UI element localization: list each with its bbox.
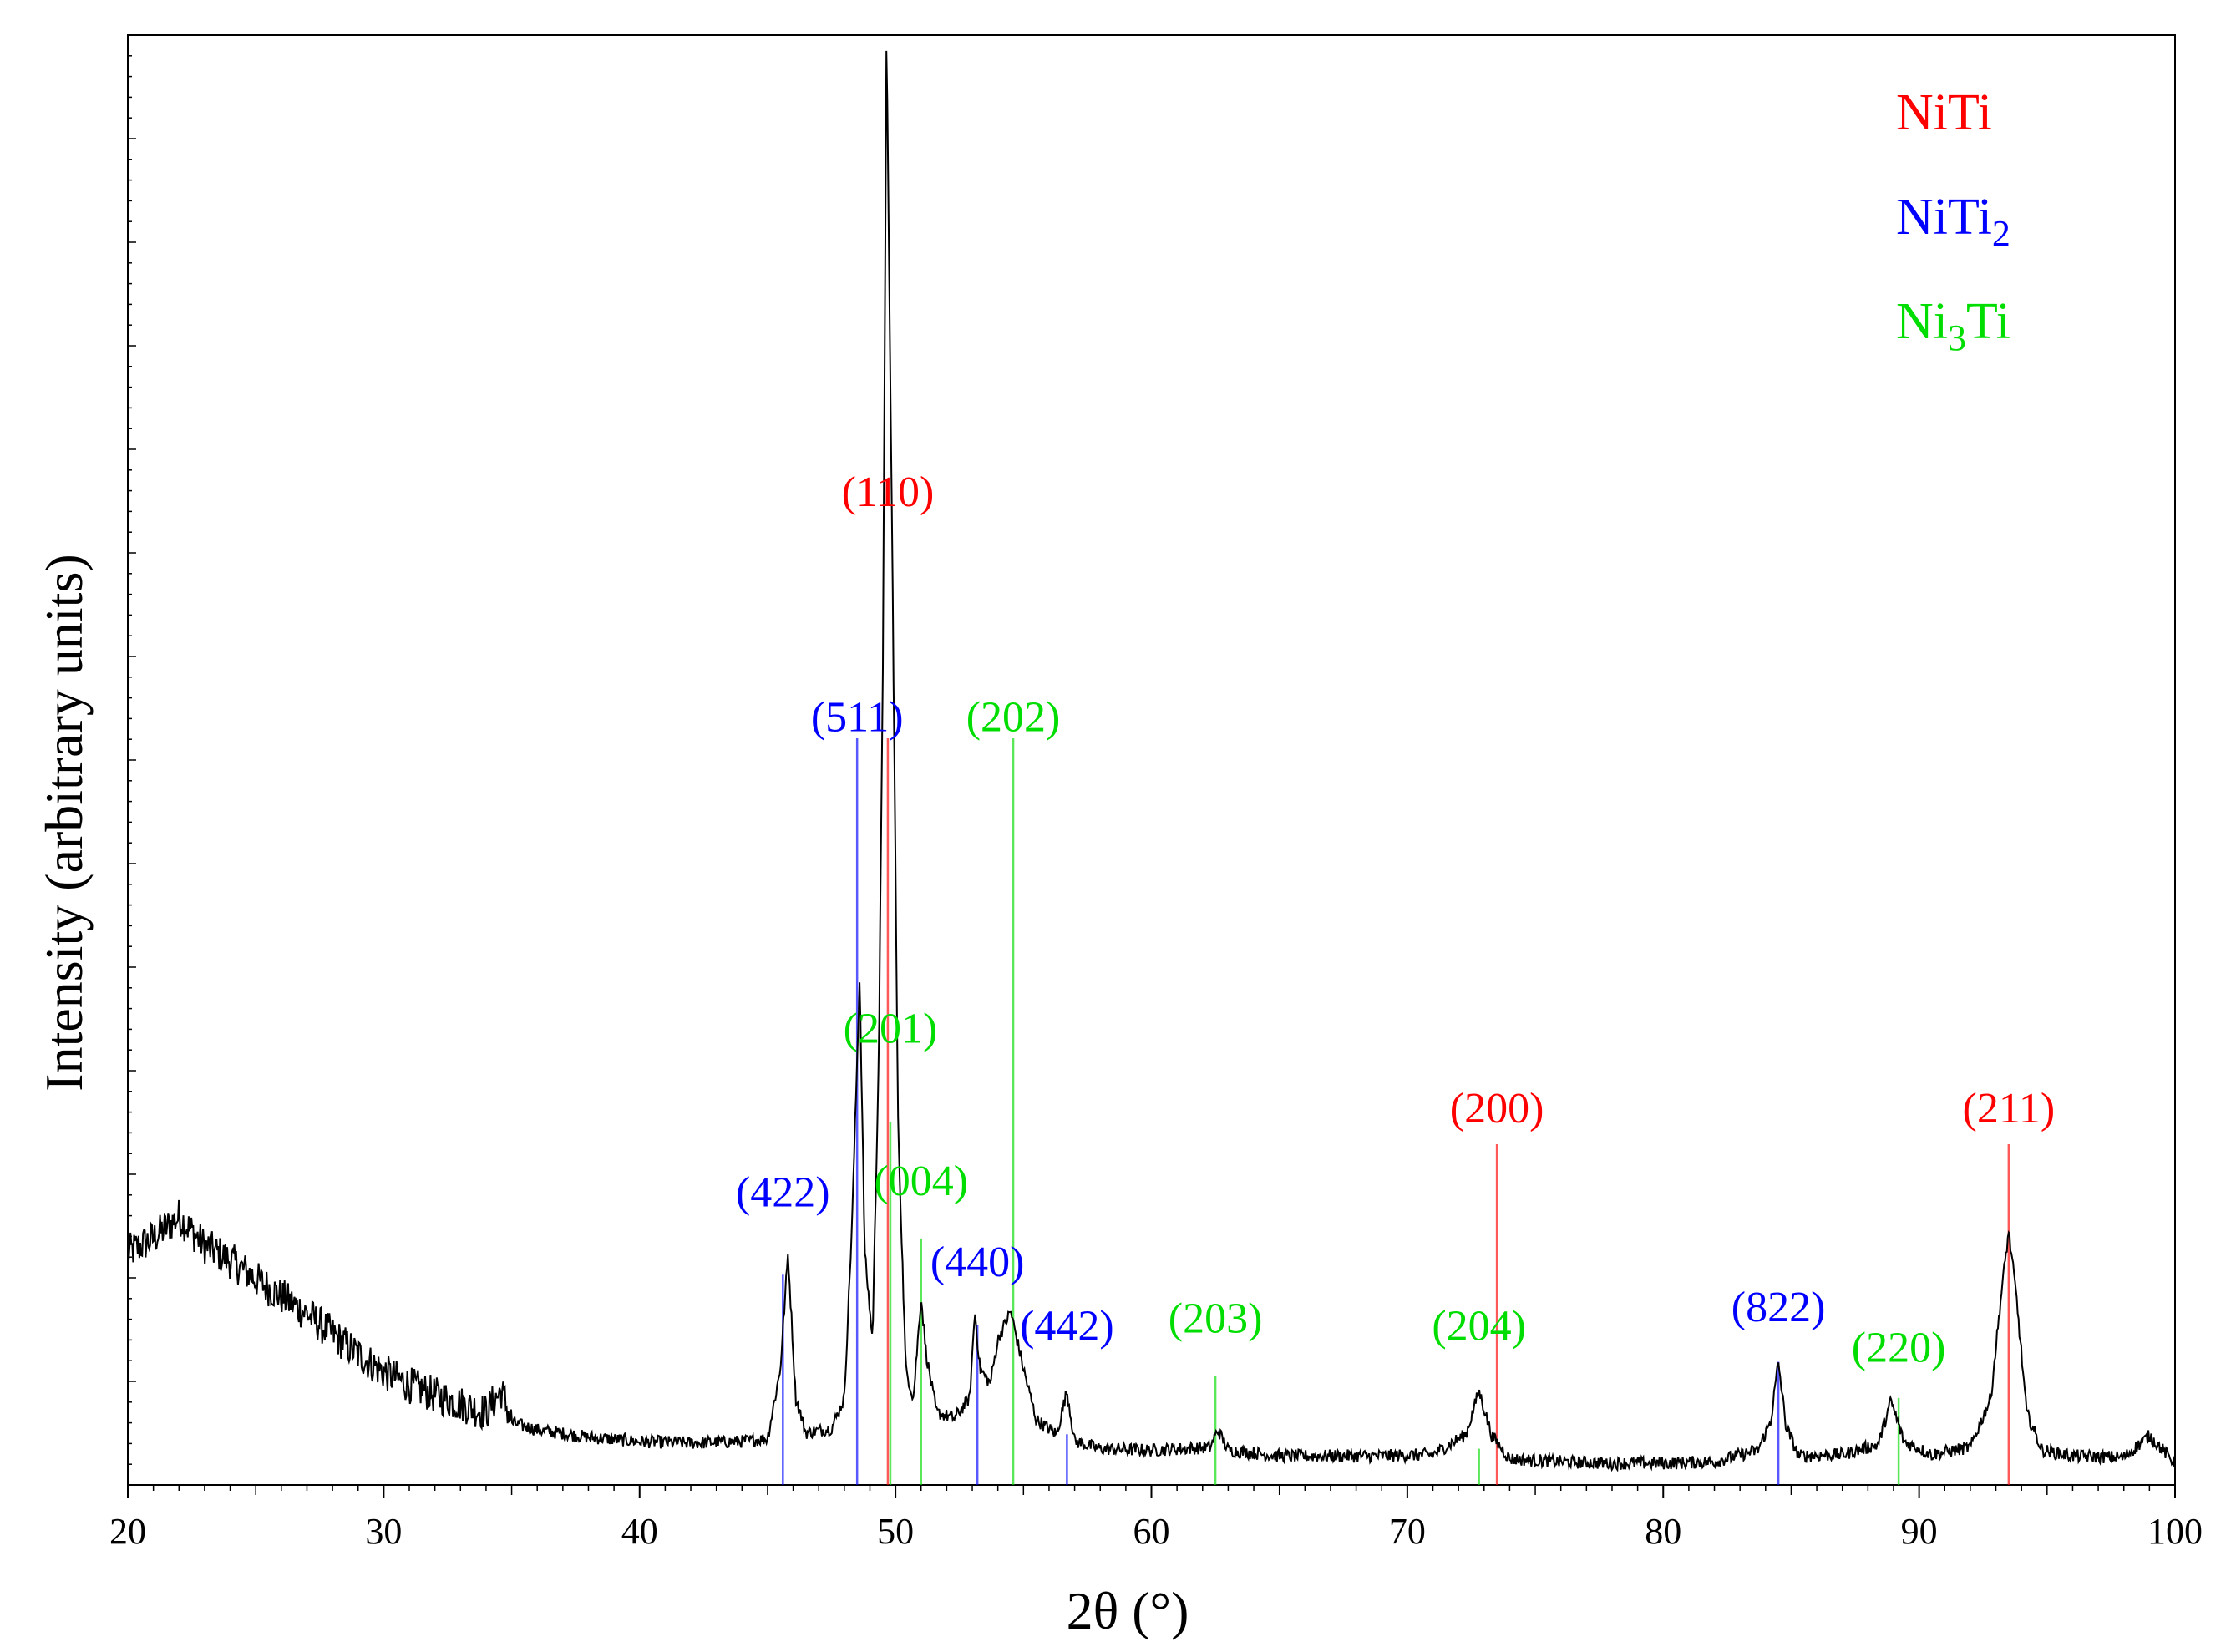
x-tick-label: 80 bbox=[1645, 1511, 1681, 1552]
x-tick-label: 30 bbox=[365, 1511, 402, 1552]
legend-entry: Ni3Ti bbox=[1896, 293, 2010, 358]
peak-label: (110) bbox=[842, 469, 935, 516]
x-tick-label: 40 bbox=[621, 1511, 658, 1552]
peak-labels: (422) (511) (110) (201) (004) (440) (202) (442)… bbox=[736, 469, 2055, 1371]
legend: NiTi NiTi2 Ni3Ti bbox=[1896, 84, 2010, 358]
x-axis-title: 2θ (°) bbox=[1067, 1581, 1189, 1640]
x-axis-ticks: 20 30 40 50 60 70 80 90 100 bbox=[109, 1485, 2203, 1552]
diffraction-pattern bbox=[127, 50, 2176, 1472]
peak-label: (822) bbox=[1732, 1284, 1826, 1331]
peak-label: (442) bbox=[1020, 1302, 1114, 1350]
peak-label: (211) bbox=[1963, 1085, 2056, 1133]
peak-label: (440) bbox=[930, 1239, 1025, 1286]
peak-label: (200) bbox=[1450, 1085, 1544, 1133]
peak-label: (511) bbox=[811, 693, 904, 741]
peak-label: (202) bbox=[966, 693, 1061, 741]
plot-area-border bbox=[127, 34, 2176, 1486]
x-tick-label: 90 bbox=[1901, 1511, 1938, 1552]
y-axis-title: Intensity (arbitrary units) bbox=[34, 554, 94, 1091]
peak-label: (201) bbox=[844, 1006, 938, 1053]
legend-entry: NiTi bbox=[1896, 84, 1992, 141]
peak-label: (203) bbox=[1169, 1295, 1263, 1343]
x-tick-label: 70 bbox=[1389, 1511, 1426, 1552]
plot-frame bbox=[127, 34, 2176, 1486]
reference-lines bbox=[782, 737, 2010, 1485]
x-tick-label: 60 bbox=[1133, 1511, 1170, 1552]
peak-label: (422) bbox=[736, 1169, 830, 1217]
peak-label: (204) bbox=[1432, 1302, 1526, 1350]
x-tick-label: 50 bbox=[877, 1511, 914, 1552]
pattern-line bbox=[127, 50, 2176, 1472]
legend-entry: NiTi2 bbox=[1896, 189, 2010, 254]
x-tick-label: 20 bbox=[109, 1511, 146, 1552]
x-tick-label: 100 bbox=[2147, 1511, 2203, 1552]
peak-label: (004) bbox=[874, 1158, 968, 1205]
peak-label: (220) bbox=[1852, 1324, 1946, 1371]
